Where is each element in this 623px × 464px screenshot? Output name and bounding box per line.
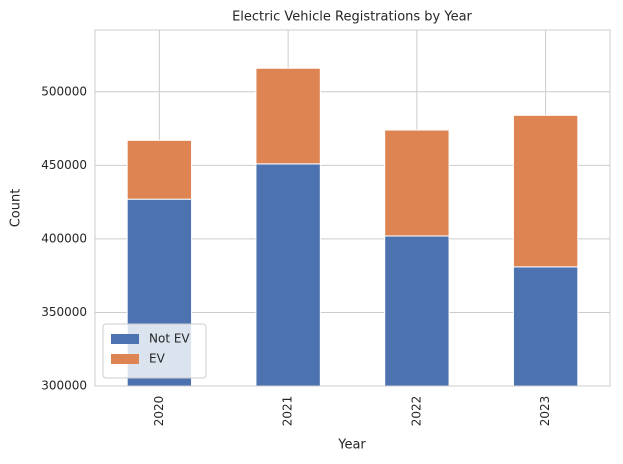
- x-axis-label: Year: [337, 438, 366, 453]
- chart-title: Electric Vehicle Registrations by Year: [232, 10, 472, 25]
- y-tick-label: 400000: [41, 231, 87, 245]
- legend-swatch: [111, 354, 139, 364]
- y-tick-label: 450000: [41, 158, 87, 172]
- legend-label: EV: [149, 352, 166, 366]
- bar-segment: [384, 235, 450, 386]
- y-tick-label: 500000: [41, 84, 87, 98]
- x-tick-label: 2023: [538, 396, 552, 427]
- bar-segment: [255, 163, 321, 386]
- x-tick-label: 2022: [409, 396, 423, 427]
- y-tick-label: 300000: [41, 379, 87, 393]
- bar-segment: [384, 129, 450, 237]
- plot-frame: [94, 29, 611, 387]
- y-axis-label: Count: [9, 189, 24, 228]
- legend-label: Not EV: [149, 332, 190, 346]
- bar-segment: [126, 139, 193, 200]
- bar-segment: [512, 266, 579, 386]
- x-tick-label: 2021: [281, 396, 295, 427]
- bar-segment: [512, 114, 579, 268]
- legend-swatch: [111, 334, 139, 344]
- y-tick-label: 350000: [41, 305, 87, 319]
- x-tick-label: 2020: [152, 396, 166, 427]
- bar-segment: [255, 67, 321, 165]
